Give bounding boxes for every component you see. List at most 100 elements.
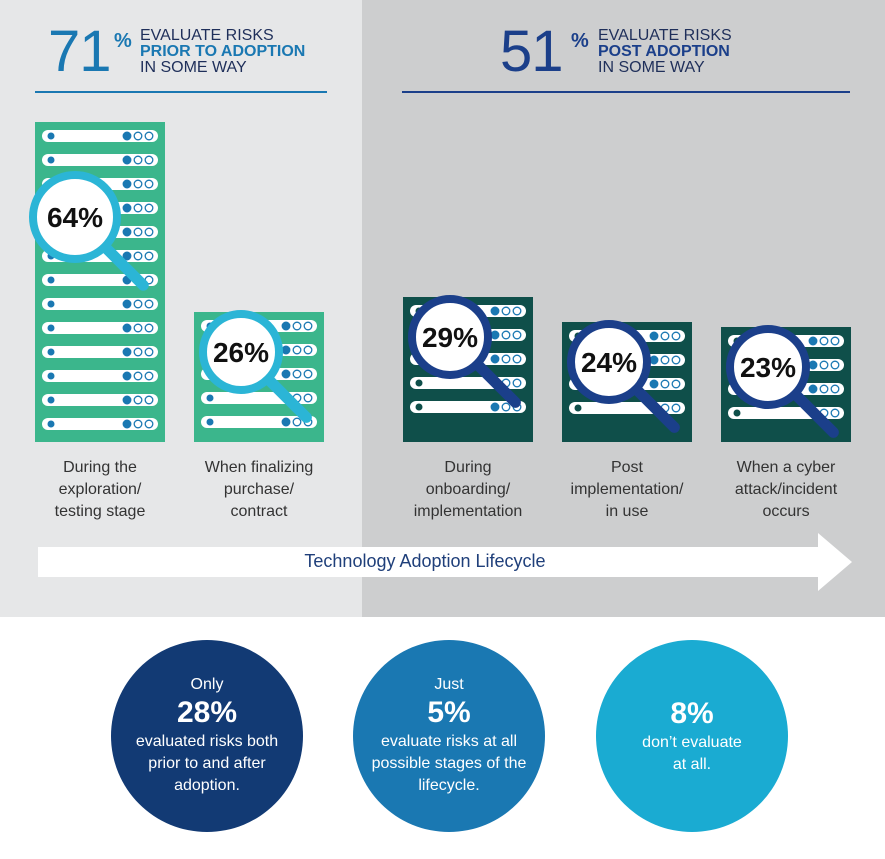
server-led xyxy=(660,331,670,341)
server-led xyxy=(819,384,829,394)
category-label-line: onboarding/ xyxy=(425,481,511,498)
server-led xyxy=(660,355,670,365)
server-led xyxy=(671,379,681,389)
server-led xyxy=(144,155,154,165)
server-led xyxy=(47,324,55,332)
server-rack-bar: 24% xyxy=(562,320,692,442)
server-led xyxy=(122,395,132,405)
percent-sign: % xyxy=(571,30,589,52)
server-led xyxy=(830,336,840,346)
magnifier-handle xyxy=(99,241,149,291)
category-label-line: During xyxy=(444,459,492,476)
prior-adoption-percent: 71 xyxy=(48,19,112,84)
server-led xyxy=(415,379,423,387)
server-led xyxy=(830,408,840,418)
server-led xyxy=(303,393,313,403)
server-led xyxy=(671,403,681,413)
server-led xyxy=(660,379,670,389)
stat-text-line: don’t evaluate xyxy=(642,734,742,751)
server-led xyxy=(47,396,55,404)
post-adoption-caption: EVALUATE RISKS POST ADOPTION IN SOME WAY xyxy=(598,28,732,76)
category-label-line: in use xyxy=(605,503,649,520)
category-label: During onboarding/implementation xyxy=(398,457,538,523)
bar-value-label: 29% xyxy=(422,322,478,353)
stat-prefix: Only xyxy=(190,676,224,693)
magnifier-handle xyxy=(789,388,839,438)
magnifier-handle xyxy=(471,358,521,408)
server-led xyxy=(133,371,143,381)
server-led xyxy=(47,300,55,308)
category-label-line: contract xyxy=(230,503,288,520)
server-led xyxy=(144,251,154,261)
risk-evaluation-chart: 64% 26% 29% 24% 23% xyxy=(29,122,851,442)
stat-text-line: adoption. xyxy=(174,777,240,794)
category-label: Post implementation/in use xyxy=(557,457,697,523)
server-rack-bar: 26% xyxy=(194,310,324,442)
percent-sign: % xyxy=(114,30,132,52)
server-led xyxy=(649,379,659,389)
post-divider xyxy=(402,91,850,93)
server-led xyxy=(808,384,818,394)
server-led xyxy=(122,131,132,141)
server-led xyxy=(649,355,659,365)
server-led xyxy=(206,394,214,402)
prior-adoption-caption: EVALUATE RISKS PRIOR TO ADOPTION IN SOME… xyxy=(140,28,305,76)
server-led xyxy=(281,417,291,427)
server-rack-bar: 29% xyxy=(403,295,533,442)
server-led xyxy=(512,306,522,316)
server-led xyxy=(144,131,154,141)
caption-line: EVALUATE RISKS xyxy=(140,27,274,44)
server-led xyxy=(144,203,154,213)
stat-value: 5% xyxy=(427,696,471,729)
magnifier-lens xyxy=(408,295,492,379)
magnifier-handle xyxy=(630,383,680,433)
server-led xyxy=(808,360,818,370)
server-led xyxy=(808,336,818,346)
server-led xyxy=(122,179,132,189)
category-label: When finalizing purchase/contract xyxy=(189,457,329,523)
server-led xyxy=(574,404,582,412)
category-label-line: implementation xyxy=(413,503,523,520)
stat-text-line: evaluated risks both xyxy=(135,733,279,750)
stat-text-line: possible stages of the xyxy=(371,755,527,772)
server-led xyxy=(122,155,132,165)
server-led xyxy=(122,347,132,357)
server-led xyxy=(47,420,55,428)
server-led xyxy=(819,360,829,370)
category-label-line: purchase/ xyxy=(223,481,295,498)
stat-text-line: prior to and after xyxy=(148,755,266,772)
caption-highlight: POST ADOPTION xyxy=(598,43,730,60)
server-led xyxy=(490,354,500,364)
server-led xyxy=(133,131,143,141)
server-led xyxy=(303,345,313,355)
server-led xyxy=(144,179,154,189)
server-led xyxy=(671,331,681,341)
server-led xyxy=(122,299,132,309)
server-led xyxy=(144,371,154,381)
stat-value: 28% xyxy=(176,696,238,729)
stat-value: 8% xyxy=(670,697,714,730)
category-label-line: implementation/ xyxy=(570,481,684,498)
server-led xyxy=(47,348,55,356)
server-led xyxy=(830,384,840,394)
category-label: When a cyber attack/incident occurs xyxy=(716,457,856,523)
category-label-line: exploration/ xyxy=(58,481,142,498)
server-led xyxy=(281,321,291,331)
post-adoption-percent: 51 xyxy=(500,19,564,84)
server-led xyxy=(122,227,132,237)
bar-value-label: 24% xyxy=(581,347,637,378)
stat-prefix: Just xyxy=(434,676,464,693)
category-label-line: testing stage xyxy=(54,503,146,520)
server-led xyxy=(501,402,511,412)
category-label-line: When a cyber xyxy=(736,459,836,476)
server-led xyxy=(490,306,500,316)
magnifier-handle xyxy=(262,373,312,423)
server-led xyxy=(47,372,55,380)
stat-circle-none: 8% don’t evaluate at all. xyxy=(596,640,788,832)
server-rack-bar: 23% xyxy=(721,325,851,442)
magnifier-lens xyxy=(726,325,810,409)
server-led xyxy=(649,331,659,341)
server-led xyxy=(144,419,154,429)
server-led xyxy=(512,354,522,364)
server-led xyxy=(133,227,143,237)
